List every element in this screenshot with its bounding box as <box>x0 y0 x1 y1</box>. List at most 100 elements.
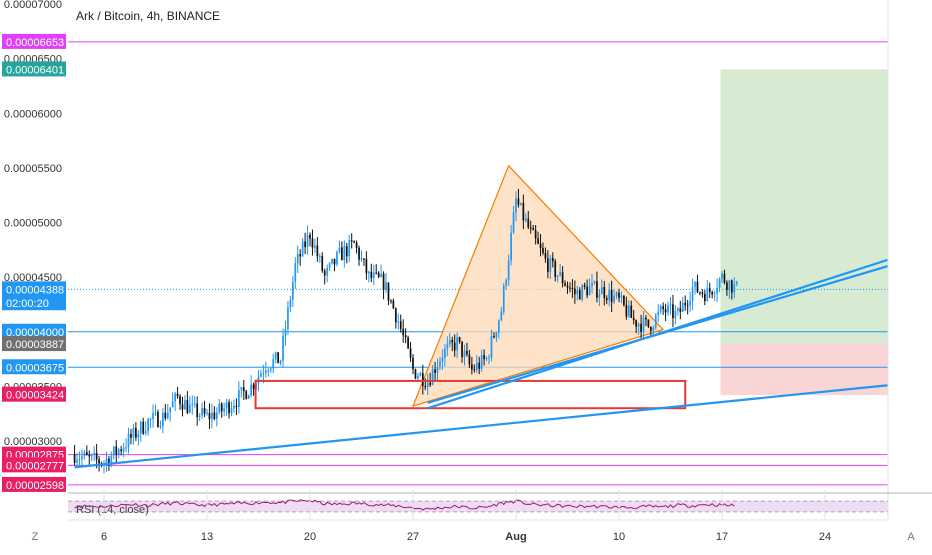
candle-body-45 <box>184 400 186 410</box>
candle-body-166 <box>480 355 483 369</box>
timezone-button-label: Z <box>32 531 39 543</box>
candle-body-152 <box>446 344 449 349</box>
candle-body-111 <box>345 246 348 257</box>
candle-body-29 <box>144 431 147 434</box>
rsi-pane: RSI (14, close) <box>68 492 932 516</box>
candle-body-77 <box>262 372 265 374</box>
candle-body-144 <box>426 382 429 388</box>
candle-body-263 <box>718 278 721 289</box>
candle-body-188 <box>534 230 537 239</box>
trendline-0 <box>74 384 888 469</box>
candle-body-70 <box>245 391 248 399</box>
candle-body-27 <box>139 421 142 434</box>
x-tick-label-5: 10 <box>613 531 625 543</box>
candle-body-160 <box>466 350 468 355</box>
candle-body-114 <box>353 241 356 243</box>
candle-body-215 <box>600 287 603 295</box>
candle-body-238 <box>657 311 660 316</box>
auto-scale-button[interactable]: A <box>896 524 926 546</box>
position-zones <box>720 69 888 396</box>
timezone-button[interactable]: Z <box>20 524 50 546</box>
candle-body-178 <box>510 232 512 261</box>
candle-body-142 <box>421 373 424 386</box>
candle-body-206 <box>578 290 581 300</box>
candle-body-169 <box>488 357 490 359</box>
price-tag-label-0: 0.00006653 <box>6 37 64 49</box>
candle-body-96 <box>309 234 311 239</box>
candle-body-146 <box>431 369 434 385</box>
candle-body-71 <box>247 395 250 399</box>
candle-body-73 <box>252 384 255 390</box>
candle-body-43 <box>179 396 181 405</box>
candle-body-112 <box>348 240 351 257</box>
candle-body-110 <box>343 246 346 261</box>
x-tick-label-0: 6 <box>101 531 107 543</box>
price-tag-box-5 <box>2 336 66 352</box>
candle-body-130 <box>392 300 395 309</box>
candle-body-210 <box>588 285 591 296</box>
candle-body-260 <box>711 291 714 295</box>
candle-body-129 <box>390 300 392 302</box>
candle-body-171 <box>493 336 495 338</box>
price-tag-3: 02:00:20 <box>2 295 66 311</box>
candle-body-88 <box>289 299 292 308</box>
candle-body-20 <box>122 447 125 452</box>
candle-body-50 <box>196 403 199 417</box>
candle-body-2 <box>78 458 81 461</box>
price-tag-label-3: 02:00:20 <box>6 298 49 310</box>
price-tag-box-1 <box>2 61 66 77</box>
candle-body-39 <box>169 407 172 413</box>
candle-body-48 <box>191 403 194 405</box>
y-tick-label-2: 0.00006000 <box>4 108 62 120</box>
candle-body-7 <box>90 454 93 457</box>
candle-body-177 <box>507 260 510 281</box>
profit-zone <box>720 69 888 344</box>
candle-body-95 <box>306 234 309 248</box>
price-tag-1: 0.00006401 <box>2 61 66 77</box>
candle-body-36 <box>161 412 164 427</box>
x-tick-label-4: Aug <box>505 531 526 543</box>
candle-body-244 <box>672 304 674 319</box>
candle-body-147 <box>434 369 436 373</box>
x-tick-label-2: 20 <box>304 531 316 543</box>
candle-body-240 <box>662 306 665 310</box>
candle-body-201 <box>566 285 569 288</box>
candle-body-223 <box>620 295 623 298</box>
candle-body-85 <box>282 336 284 361</box>
price-tag-7: 0.00003424 <box>2 386 66 402</box>
candle-body-22 <box>127 433 130 448</box>
candle-body-256 <box>701 292 704 294</box>
candle-body-158 <box>461 341 463 358</box>
candle-body-198 <box>559 272 562 276</box>
price-tag-box-10 <box>2 476 66 492</box>
candle-body-236 <box>652 327 655 331</box>
candle-body-109 <box>341 247 343 261</box>
triangle-shape <box>411 164 665 407</box>
candle-body-15 <box>110 455 113 466</box>
candle-body-13 <box>105 458 108 464</box>
candle-body-234 <box>647 319 650 327</box>
candle-body-79 <box>267 370 270 372</box>
candle-body-44 <box>181 404 184 410</box>
candle-body-163 <box>473 369 476 371</box>
candle-body-102 <box>323 270 326 276</box>
candle-body-136 <box>407 337 409 349</box>
candle-body-105 <box>331 258 333 264</box>
price-tag-label-9: 0.00002777 <box>6 460 64 472</box>
candle-body-151 <box>444 348 446 358</box>
candle-body-148 <box>436 367 439 373</box>
candle-body-162 <box>470 364 473 370</box>
candle-body-212 <box>593 281 596 283</box>
candle-body-189 <box>537 238 539 244</box>
candle-body-94 <box>304 241 306 248</box>
candle-body-61 <box>223 408 226 412</box>
candle-body-167 <box>483 355 485 360</box>
candle-body-37 <box>164 412 167 419</box>
support-rectangle <box>254 379 687 410</box>
candle-body-49 <box>193 403 196 405</box>
time-axis[interactable]: 6 13 20 27 Aug 10 17 24 <box>68 490 888 543</box>
candle-body-108 <box>338 247 341 252</box>
candle-body-72 <box>250 384 253 396</box>
candle-body-92 <box>299 254 302 257</box>
